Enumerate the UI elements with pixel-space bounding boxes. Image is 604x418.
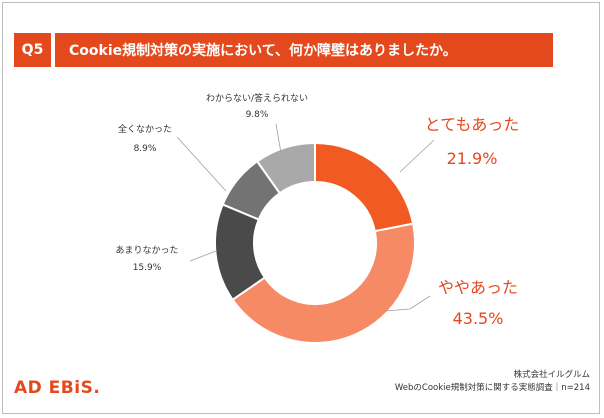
leader-line-4 [176,136,227,192]
leader-line-5 [275,123,282,154]
slide: Q5 Cookie規制対策の実施において、何か障壁はありましたか。 [2,2,600,414]
slice-value-4: 8.9% [134,144,157,154]
donut-slice-2 [231,222,416,344]
slice-label-4: 全くなかった [118,123,172,135]
leader-line-1 [399,139,435,173]
donut-slice-5 [255,141,316,195]
donut-slice-1 [314,141,415,233]
leader-line-3 [189,250,217,262]
slice-label-1: とてもあった [425,115,520,134]
question-title: Cookie規制対策の実施において、何か障壁はありましたか。 [55,33,553,67]
company-name: 株式会社イルグルム [513,370,590,380]
question-number: Q5 [14,33,51,67]
ad-ebis-logo: AD EBiS. [14,378,101,398]
slice-value-1: 21.9% [447,149,498,168]
leader-line-2 [384,295,431,312]
question-text: Cookie規制対策の実施において、何か障壁はありましたか。 [69,43,457,59]
slice-label-2: ややあった [438,278,518,297]
slice-label-3: あまりなかった [115,245,178,256]
slice-value-2: 43.5% [453,309,504,328]
slice-label-5: わからない/答えられない [206,92,308,104]
source-credit: 株式会社イルグルム WebのCookie規制対策に関する実態調査｜n=214 [395,369,590,395]
slice-value-3: 15.9% [133,263,162,273]
survey-name: WebのCookie規制対策に関する実態調査｜n=214 [394,383,590,393]
slice-value-5: 9.8% [246,110,269,120]
